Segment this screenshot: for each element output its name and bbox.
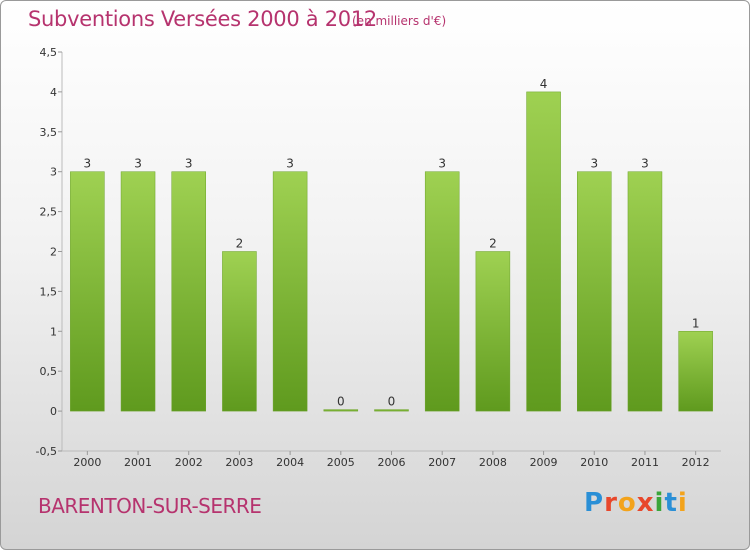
x-tick-label: 2012 [682, 456, 710, 469]
x-tick-label: 2004 [276, 456, 304, 469]
x-tick-label: 2005 [327, 456, 355, 469]
bar-value-label: 2 [489, 237, 497, 251]
proxiti-logo: Proxiti [584, 488, 688, 518]
bar-value-label: 0 [337, 395, 345, 409]
chart-subtitle: (en milliers d'€) [352, 14, 447, 28]
x-tick-label: 2000 [73, 456, 101, 469]
y-tick-label: 1,5 [40, 285, 58, 298]
x-tick-label: 2008 [479, 456, 507, 469]
town-name: BARENTON-SUR-SERRE [38, 494, 262, 518]
bar [222, 251, 257, 412]
x-tick-label: 2002 [175, 456, 203, 469]
logo-letter: r [604, 488, 618, 518]
bar-value-label: 2 [236, 237, 244, 251]
logo-letter: t [664, 488, 678, 518]
y-tick-label: 2 [50, 246, 57, 259]
x-tick-label: 2011 [631, 456, 659, 469]
bar-value-label: 3 [438, 157, 446, 171]
bar [70, 171, 105, 412]
x-tick-label: 2003 [225, 456, 253, 469]
bar-value-label: 3 [590, 157, 598, 171]
bar [577, 171, 612, 412]
chart-title: Subventions Versées 2000 à 2012 [28, 7, 377, 31]
y-tick-label: 0,5 [40, 365, 58, 378]
logo-letter: i [677, 488, 688, 518]
bar [424, 171, 460, 412]
y-tick-label: 3,5 [40, 126, 58, 139]
y-tick-label: 3 [50, 166, 57, 179]
y-tick-label: 4 [50, 86, 57, 99]
bar [120, 171, 156, 412]
logo-letter: P [584, 488, 605, 518]
bar-value-label: 3 [185, 157, 193, 171]
bar [678, 331, 713, 412]
bar [627, 171, 663, 412]
bar-value-label: 3 [84, 157, 92, 171]
bar-value-label: 1 [692, 316, 700, 330]
y-tick-label: -0,5 [36, 445, 57, 458]
bar-value-label: 0 [388, 395, 396, 409]
y-tick-label: 4,5 [40, 46, 58, 59]
x-tick-label: 2010 [580, 456, 608, 469]
x-tick-label: 2009 [530, 456, 558, 469]
bar [171, 171, 206, 412]
bar [526, 91, 561, 412]
bar [323, 409, 359, 412]
x-tick-label: 2007 [428, 456, 456, 469]
bar-value-label: 3 [641, 157, 649, 171]
bar-value-label: 3 [286, 157, 294, 171]
x-tick-label: 2001 [124, 456, 152, 469]
bar-value-label: 4 [540, 77, 548, 91]
logo-letter: o [617, 488, 637, 518]
logo-letter: x [636, 488, 655, 518]
logo-letter: i [654, 488, 665, 518]
x-tick-label: 2006 [378, 456, 406, 469]
y-tick-label: 1 [50, 325, 57, 338]
y-tick-label: 2,5 [40, 206, 58, 219]
y-tick-label: 0 [50, 405, 57, 418]
bar [475, 251, 511, 412]
bar-value-label: 3 [134, 157, 142, 171]
bar [374, 409, 409, 412]
bar [272, 171, 308, 412]
